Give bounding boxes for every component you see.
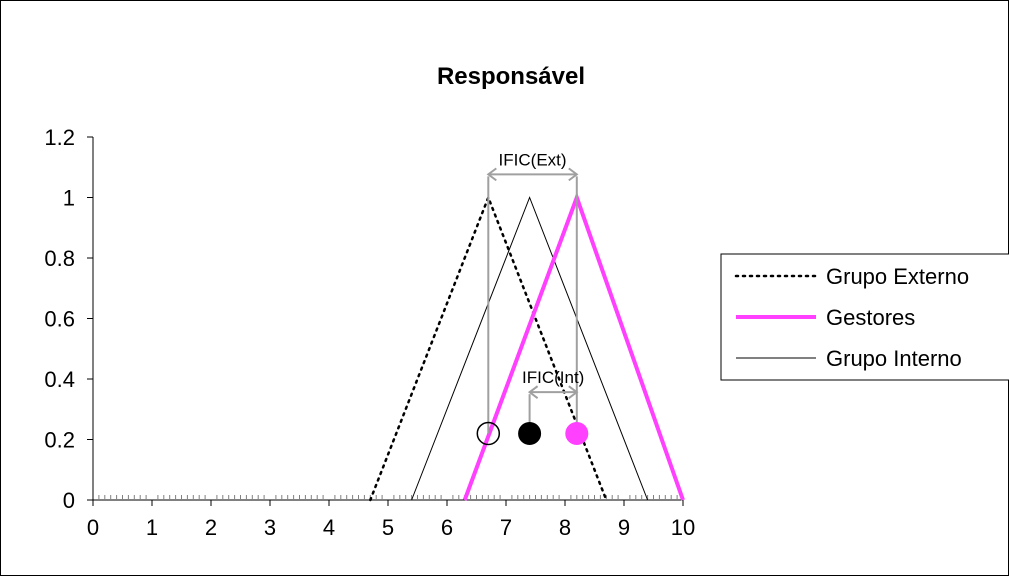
x-tick-label: 4 <box>323 515 335 540</box>
legend-label: Gestores <box>826 305 915 330</box>
legend-label: Grupo Interno <box>826 346 962 371</box>
marker-filled-circle <box>565 421 589 445</box>
y-tick-label: 0.2 <box>44 428 75 453</box>
legend-label: Grupo Externo <box>826 264 969 289</box>
plot-area: 0 0.2 0.4 0.6 0.8 1 1.2 0 1 2 3 4 5 6 7 8 9 10 IFIC(Ext) IF… <box>44 125 695 540</box>
x-tick-label: 5 <box>382 515 394 540</box>
annotation-arrowhead <box>486 167 497 182</box>
annotation-arrowhead <box>527 385 539 399</box>
annotation-label: IFIC(Ext) <box>499 150 567 169</box>
x-tick-label: 3 <box>264 515 276 540</box>
x-tick-label: 6 <box>441 515 453 540</box>
y-tick-label: 1 <box>63 186 75 211</box>
series-line-grupo-interno <box>411 196 649 501</box>
x-tick-label: 7 <box>500 515 512 540</box>
chart-title: Responsável <box>437 63 585 90</box>
legend: Grupo Externo Gestores Grupo Interno <box>720 253 1009 381</box>
y-tick-label: 0.4 <box>44 367 75 392</box>
marker-filled-circle <box>518 421 542 445</box>
x-tick-label: 10 <box>671 515 695 540</box>
x-tick-label: 1 <box>146 515 158 540</box>
x-tick-label: 8 <box>559 515 571 540</box>
annotation-label: IFIC(Int) <box>522 368 584 387</box>
marker-open-circle <box>476 421 501 446</box>
y-tick-label: 1.2 <box>44 125 75 150</box>
y-tick-label: 0.8 <box>44 246 75 271</box>
x-tick-label: 0 <box>87 515 99 540</box>
annotation-arrowhead <box>568 385 579 399</box>
y-tick-label: 0.6 <box>44 307 75 332</box>
y-tick-label: 0 <box>63 488 75 513</box>
annotation-arrowhead <box>568 167 579 182</box>
x-tick-label: 9 <box>618 515 630 540</box>
x-tick-label: 2 <box>205 515 217 540</box>
